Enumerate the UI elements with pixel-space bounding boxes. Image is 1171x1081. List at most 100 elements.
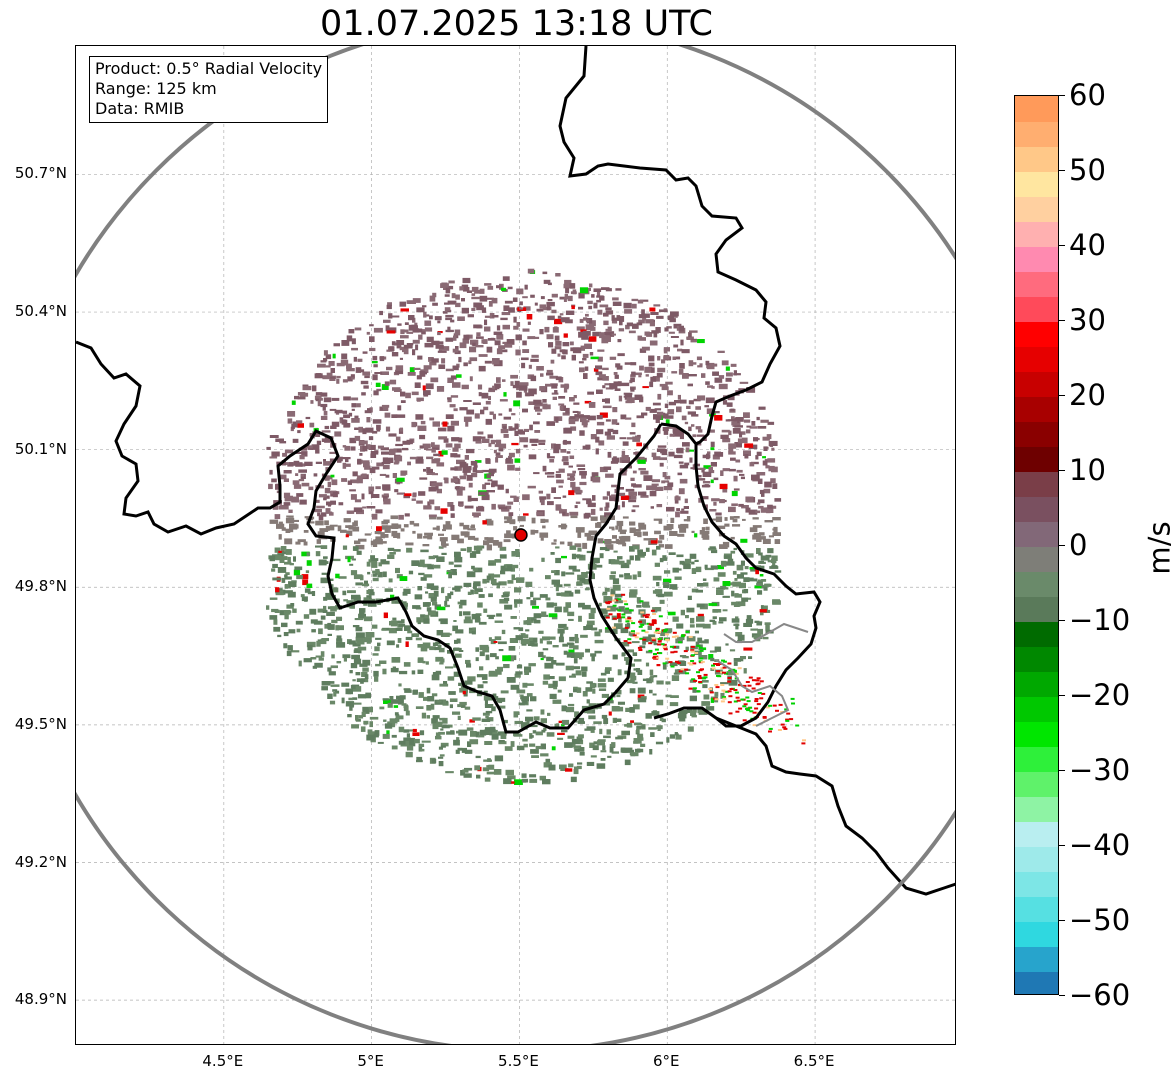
echo-bin — [361, 711, 366, 717]
echo-bin — [526, 693, 533, 697]
echo-bin — [772, 600, 781, 605]
echo-bin — [734, 672, 739, 675]
radar-map[interactable] — [75, 45, 956, 1045]
echo-bin — [292, 438, 299, 443]
echo-bin — [281, 577, 286, 583]
echo-bin — [716, 589, 724, 595]
echo-bin — [691, 561, 695, 565]
echo-bin — [695, 406, 701, 410]
gridlines — [76, 46, 955, 1044]
echo-bin — [538, 442, 546, 445]
echo-bin — [484, 699, 488, 706]
echo-bin — [433, 590, 439, 597]
echo-bin — [269, 435, 279, 438]
echo-bin — [613, 372, 618, 375]
echo-bin — [486, 575, 491, 581]
radar-site-marker[interactable] — [514, 528, 528, 542]
echo-bin — [481, 307, 487, 313]
echo-bin — [601, 714, 608, 719]
echo-bin — [323, 498, 327, 501]
echo-bin — [727, 662, 732, 665]
echo-bin — [476, 674, 483, 678]
echo-bin — [327, 681, 335, 684]
echo-bin — [417, 658, 424, 663]
echo-bin — [439, 683, 449, 687]
echo-bin — [420, 647, 428, 652]
radar-echoes — [266, 268, 806, 785]
echo-bin — [539, 638, 543, 644]
echo-bin — [429, 499, 435, 505]
echo-bin — [703, 694, 710, 700]
echo-bin — [364, 580, 368, 587]
echo-bin — [294, 566, 303, 571]
echo-bin — [516, 577, 525, 581]
echo-bin — [684, 558, 692, 564]
echo-bin — [376, 424, 381, 430]
echo-bin — [355, 626, 363, 632]
echo-bin — [528, 388, 537, 395]
echo-bin — [637, 669, 643, 675]
echo-bin — [593, 368, 599, 372]
echo-bin — [720, 434, 729, 439]
echo-bin — [315, 551, 321, 557]
echo-bin — [522, 296, 528, 299]
echo-bin — [329, 524, 338, 527]
echo-bin — [479, 729, 487, 736]
echo-bin — [590, 755, 597, 758]
echo-bin — [546, 301, 555, 307]
colorbar-segment — [1015, 646, 1058, 672]
echo-bin — [637, 551, 646, 556]
echo-bin — [484, 360, 492, 364]
echo-bin — [481, 469, 489, 473]
echo-bin — [503, 539, 511, 543]
echo-bin — [482, 767, 490, 772]
echo-bin — [656, 315, 664, 319]
echo-bin — [333, 692, 337, 697]
echo-bin — [680, 668, 685, 671]
echo-bin — [665, 638, 670, 641]
echo-bin — [684, 498, 688, 504]
echo-bin — [705, 381, 710, 385]
echo-bin — [542, 655, 546, 659]
echo-bin — [715, 512, 722, 516]
echo-bin — [699, 657, 704, 660]
echo-bin — [560, 384, 570, 388]
echo-bin — [341, 478, 348, 482]
echo-bin — [336, 598, 340, 603]
echo-bin — [586, 624, 593, 630]
echo-bin — [427, 610, 436, 616]
echo-bin — [589, 682, 596, 689]
echo-bin — [573, 395, 577, 399]
echo-bin — [772, 562, 776, 566]
echo-bin — [492, 574, 501, 578]
echo-bin — [450, 513, 455, 518]
echo-bin — [732, 518, 738, 523]
echo-bin — [526, 597, 531, 600]
echo-bin — [492, 359, 500, 365]
echo-bin — [394, 489, 399, 493]
echo-bin — [698, 677, 702, 680]
echo-bin — [415, 706, 424, 709]
echo-bin — [734, 578, 738, 581]
echo-bin — [533, 619, 541, 624]
echo-bin — [340, 359, 349, 366]
echo-bin — [445, 317, 453, 321]
echo-bin — [679, 478, 688, 484]
echo-bin — [680, 510, 689, 514]
echo-bin — [516, 664, 523, 669]
echo-bin — [575, 637, 579, 644]
echo-bin — [757, 628, 763, 635]
echo-bin — [645, 650, 653, 654]
echo-bin — [296, 420, 303, 424]
echo-bin — [439, 537, 448, 542]
echo-bin — [379, 473, 387, 476]
echo-bin — [696, 644, 701, 647]
echo-bin — [605, 387, 611, 390]
echo-bin — [513, 325, 519, 330]
echo-bin — [412, 349, 416, 356]
echo-bin — [290, 603, 295, 607]
echo-bin — [742, 705, 747, 708]
echo-bin — [653, 653, 657, 655]
echo-bin — [379, 406, 389, 411]
echo-bin — [594, 650, 602, 654]
